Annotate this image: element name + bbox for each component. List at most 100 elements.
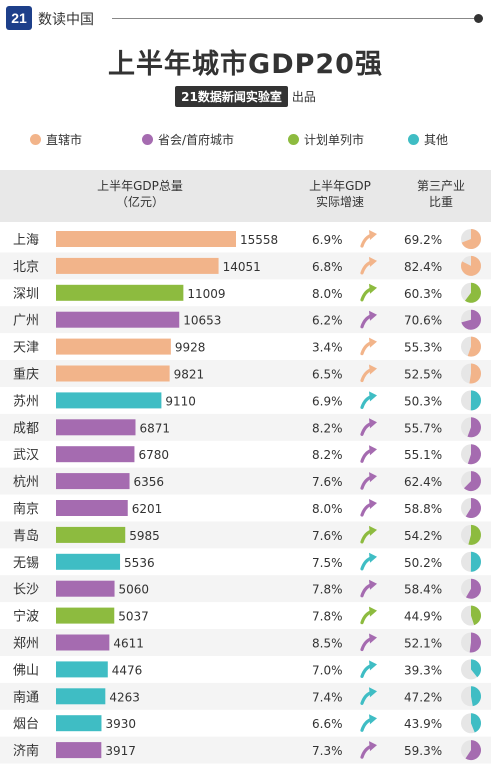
gdp-bar [56, 365, 170, 382]
tertiary-label: 39.3% [404, 663, 442, 677]
tertiary-pie-slice [470, 390, 481, 411]
legend-label-capital: 省会/首府城市 [158, 133, 235, 147]
tertiary-label: 59.3% [404, 744, 442, 758]
gdp-bar [56, 742, 102, 759]
growth-arrowhead-icon [369, 741, 377, 752]
city-label: 深圳 [13, 287, 39, 302]
tertiary-label: 52.1% [404, 637, 442, 651]
tertiary-pie-slice [470, 551, 481, 572]
growth-arrowhead-icon [369, 472, 377, 483]
gdp-value-label: 9928 [175, 341, 206, 355]
gdp-bar [56, 580, 115, 597]
tertiary-label: 47.2% [404, 690, 442, 704]
gdp-bar [56, 419, 136, 436]
tertiary-pie-slice [464, 282, 481, 303]
column-header-gdp-line1: 上半年GDP总量 [97, 179, 183, 193]
tertiary-pie-slice [469, 632, 481, 653]
growth-label: 7.5% [312, 556, 343, 570]
growth-label: 8.5% [312, 637, 343, 651]
gdp-value-label: 4611 [113, 637, 144, 651]
tertiary-pie-slice [467, 417, 481, 438]
city-label: 成都 [13, 421, 39, 436]
city-label: 郑州 [13, 637, 39, 652]
logo-21-badge: 21 [6, 6, 32, 30]
column-header-gdp: 上半年GDP总量 （亿元） [40, 178, 240, 210]
tertiary-label: 55.3% [404, 341, 442, 355]
gdp-bar [56, 231, 236, 247]
legend-item-municipality: 直辖市 [30, 132, 82, 148]
tertiary-pie-slice [465, 740, 481, 761]
city-label: 南通 [13, 689, 39, 705]
city-label: 杭州 [13, 475, 39, 490]
top-bar: 21 数读中国 [6, 6, 484, 32]
growth-label: 8.0% [312, 502, 343, 516]
growth-label: 8.2% [312, 421, 343, 435]
growth-label: 6.8% [312, 260, 343, 274]
header-divider [112, 18, 474, 19]
gdp-bar [56, 607, 115, 624]
chart-title: 上半年城市GDP20强 [108, 49, 383, 80]
growth-arrowhead-icon [369, 256, 377, 267]
gdp-value-label: 3917 [105, 744, 136, 758]
legend-label-plan: 计划单列市 [304, 133, 365, 147]
brand-name: 数读中国 [38, 12, 94, 28]
gdp-value-label: 4263 [109, 690, 140, 704]
growth-label: 7.6% [312, 529, 343, 543]
column-header-tertiary: 第三产业 比重 [396, 178, 486, 210]
tertiary-pie-slice [471, 659, 482, 678]
growth-label: 7.8% [312, 610, 343, 624]
growth-arrowhead-icon [369, 579, 377, 590]
tertiary-pie-slice [461, 255, 481, 276]
gdp-value-label: 5985 [129, 529, 160, 543]
gdp-bar [56, 473, 130, 490]
legend: 直辖市 省会/首府城市 计划单列市 其他 [20, 132, 480, 152]
city-label: 青岛 [13, 528, 39, 544]
column-header-tertiary-line1: 第三产业 [416, 179, 465, 193]
gdp-value-label: 14051 [223, 260, 261, 274]
tertiary-pie-slice [471, 686, 481, 707]
gdp-value-label: 6780 [138, 448, 169, 462]
legend-item-plan: 计划单列市 [288, 132, 364, 148]
growth-arrowhead-icon [369, 310, 377, 321]
source-badge: 21数据新闻实验室 [175, 86, 288, 107]
tertiary-label: 43.9% [404, 717, 442, 731]
column-header-band [0, 170, 491, 222]
gdp-bar [56, 257, 219, 274]
tertiary-label: 58.4% [404, 583, 442, 597]
gdp-bar [56, 392, 162, 409]
tertiary-pie-slice [465, 578, 482, 599]
growth-arrowhead-icon [369, 525, 377, 536]
gdp-value-label: 11009 [187, 287, 225, 301]
growth-label: 3.4% [312, 341, 343, 355]
city-label: 上海 [13, 233, 39, 248]
tertiary-pie-slice [463, 471, 482, 492]
growth-label: 6.2% [312, 314, 343, 328]
chart-subtitle: 21数据新闻实验室 出品 [0, 86, 491, 107]
gdp-value-label: 6871 [139, 421, 170, 435]
city-label: 武汉 [13, 448, 39, 463]
tertiary-pie-slice [461, 309, 482, 330]
gdp-bar [56, 446, 135, 463]
growth-arrowhead-icon [369, 499, 377, 509]
gdp-bar [56, 526, 126, 543]
growth-label: 6.9% [312, 233, 343, 247]
growth-label: 6.6% [312, 717, 343, 731]
gdp-value-label: 15558 [240, 233, 278, 247]
gdp-value-label: 5536 [124, 556, 155, 570]
growth-arrowhead-icon [369, 687, 377, 698]
city-label: 广州 [13, 314, 39, 329]
city-label: 天津 [13, 341, 39, 356]
growth-arrowhead-icon [369, 364, 377, 375]
city-label: 济南 [13, 743, 39, 759]
tertiary-label: 52.5% [404, 368, 442, 382]
growth-arrowhead-icon [369, 391, 377, 402]
tertiary-label: 62.4% [404, 475, 442, 489]
legend-dot-capital [142, 134, 153, 145]
city-label: 佛山 [13, 663, 39, 678]
growth-arrowhead-icon [369, 660, 377, 671]
tertiary-pie-slice [469, 363, 482, 384]
legend-label-other: 其他 [424, 133, 449, 147]
growth-label: 8.0% [312, 287, 343, 301]
city-label: 长沙 [13, 583, 39, 598]
tertiary-pie-slice [468, 524, 481, 545]
